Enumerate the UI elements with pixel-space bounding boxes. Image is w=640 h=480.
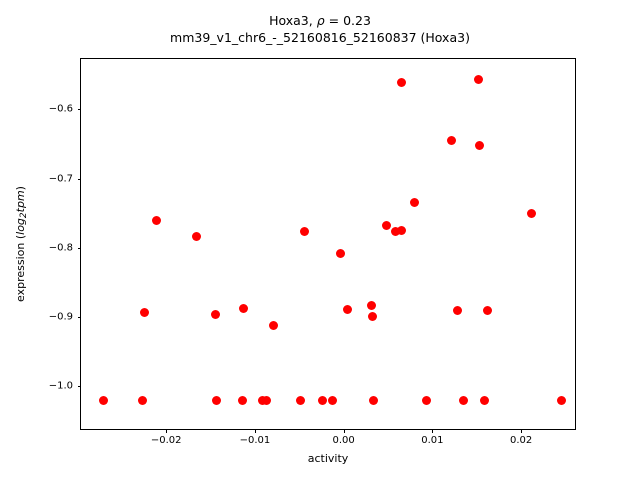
- scatter-point: [335, 248, 345, 258]
- scatter-point: [327, 395, 337, 405]
- x-tick-label: −0.01: [239, 435, 271, 446]
- scatter-point: [137, 395, 147, 405]
- plot-axes-area: −0.02 −0.01 0.00 0.01 0.02 −0.6 −0.7 −0.8 −0.9 −…: [49, 58, 576, 446]
- y-axis-label-log: log: [14, 218, 27, 235]
- scatter-point: [367, 311, 377, 321]
- scatter-point: [474, 140, 484, 150]
- scatter-point: [295, 395, 305, 405]
- y-tick-label: −0.9: [48, 311, 73, 323]
- y-tick-mark: [77, 178, 81, 180]
- x-tick-label: 0.02: [509, 435, 533, 446]
- y-axis-label-prefix: expression (: [14, 234, 27, 302]
- scatter-point: [269, 321, 279, 331]
- y-axis-label: expression (log2tpm): [14, 58, 30, 430]
- y-axis-label-subscript: 2: [18, 212, 29, 219]
- x-tick-mark: [166, 429, 168, 433]
- scatter-point: [381, 221, 391, 231]
- scatter-point: [482, 305, 492, 315]
- x-tick-label: 0.00: [332, 435, 355, 446]
- figure-title-line-1: Hoxa3, ρ = 0.23: [269, 13, 371, 28]
- y-tick-label: −0.7: [48, 173, 73, 184]
- scatter-point: [300, 226, 310, 236]
- scatter-point: [191, 231, 201, 241]
- scatter-point: [480, 395, 490, 405]
- figure-title-line-2: mm39_v1_chr6_-_52160816_52160837 (Hoxa3): [170, 30, 470, 45]
- x-tick-mark: [432, 429, 434, 433]
- y-tick-label: −0.6: [48, 103, 73, 115]
- scatter-point: [342, 304, 352, 314]
- scatter-point: [369, 395, 379, 405]
- scatter-point: [390, 227, 400, 237]
- y-tick-mark: [77, 109, 81, 111]
- y-axis-label-unit: tpm: [14, 190, 27, 213]
- scatter-point: [238, 303, 248, 313]
- x-tick-label: −0.02: [150, 435, 182, 446]
- scatter-point: [261, 395, 271, 405]
- scatter-point: [396, 78, 406, 88]
- scatter-point: [237, 395, 247, 405]
- y-tick-label: −0.8: [48, 242, 73, 254]
- y-tick-label: −1.0: [48, 380, 73, 392]
- scatter-point: [447, 135, 457, 145]
- x-tick-label: 0.01: [421, 435, 444, 446]
- scatter-point: [556, 395, 566, 405]
- scatter-point: [396, 225, 406, 235]
- scatter-point: [212, 395, 222, 405]
- scatter-point: [151, 215, 161, 225]
- x-tick-mark: [521, 429, 523, 433]
- y-tick-mark: [77, 247, 81, 249]
- scatter-point: [452, 305, 462, 315]
- x-tick-mark: [254, 429, 256, 433]
- scatter-points-layer: [81, 59, 575, 429]
- rho-value: 0.23: [343, 13, 371, 28]
- rho-symbol: ρ: [316, 13, 325, 28]
- scatter-point: [474, 74, 483, 84]
- x-tick-mark: [343, 429, 345, 433]
- scatter-point: [421, 395, 431, 405]
- scatter-point: [458, 395, 468, 405]
- scatter-point: [410, 197, 420, 207]
- y-tick-mark: [77, 386, 81, 388]
- x-axis-label: activity: [307, 452, 349, 465]
- scatter-point: [211, 309, 221, 319]
- title-gene-name: Hoxa3: [269, 13, 309, 28]
- figure-title: Hoxa3, ρ = 0.23 mm39_v1_chr6_-_52160816_…: [0, 12, 640, 46]
- scatter-point: [98, 395, 108, 405]
- y-axis-label-suffix: ): [14, 186, 27, 191]
- scatter-point: [139, 307, 149, 317]
- scatter-point: [527, 209, 537, 219]
- scatter-point: [366, 301, 376, 311]
- scatter-point: [317, 395, 327, 405]
- y-tick-mark: [77, 317, 81, 319]
